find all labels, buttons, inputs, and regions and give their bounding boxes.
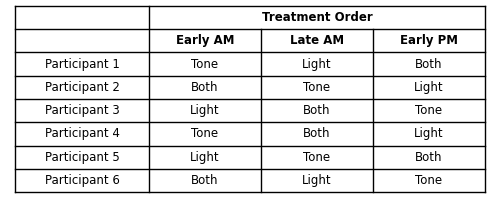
Text: Early PM: Early PM xyxy=(400,34,458,47)
Text: Early AM: Early AM xyxy=(176,34,234,47)
Text: Late AM: Late AM xyxy=(290,34,344,47)
Text: Both: Both xyxy=(415,151,442,164)
Text: Light: Light xyxy=(414,127,444,140)
Text: Both: Both xyxy=(303,104,330,117)
Text: Light: Light xyxy=(302,174,332,187)
Text: Tone: Tone xyxy=(303,151,330,164)
Text: Participant 4: Participant 4 xyxy=(44,127,120,140)
Text: Participant 5: Participant 5 xyxy=(44,151,120,164)
Text: Tone: Tone xyxy=(192,58,218,71)
Text: Light: Light xyxy=(414,81,444,94)
Text: Both: Both xyxy=(191,81,218,94)
Text: Light: Light xyxy=(190,151,220,164)
Text: Both: Both xyxy=(191,174,218,187)
Text: Light: Light xyxy=(302,58,332,71)
Text: Participant 6: Participant 6 xyxy=(44,174,120,187)
Text: Tone: Tone xyxy=(415,174,442,187)
Text: Participant 3: Participant 3 xyxy=(44,104,120,117)
Text: Tone: Tone xyxy=(192,127,218,140)
Text: Both: Both xyxy=(303,127,330,140)
Text: Participant 1: Participant 1 xyxy=(44,58,120,71)
Text: Participant 2: Participant 2 xyxy=(44,81,120,94)
Text: Tone: Tone xyxy=(415,104,442,117)
Text: Light: Light xyxy=(190,104,220,117)
Text: Both: Both xyxy=(415,58,442,71)
Text: Treatment Order: Treatment Order xyxy=(262,11,372,24)
Text: Tone: Tone xyxy=(303,81,330,94)
